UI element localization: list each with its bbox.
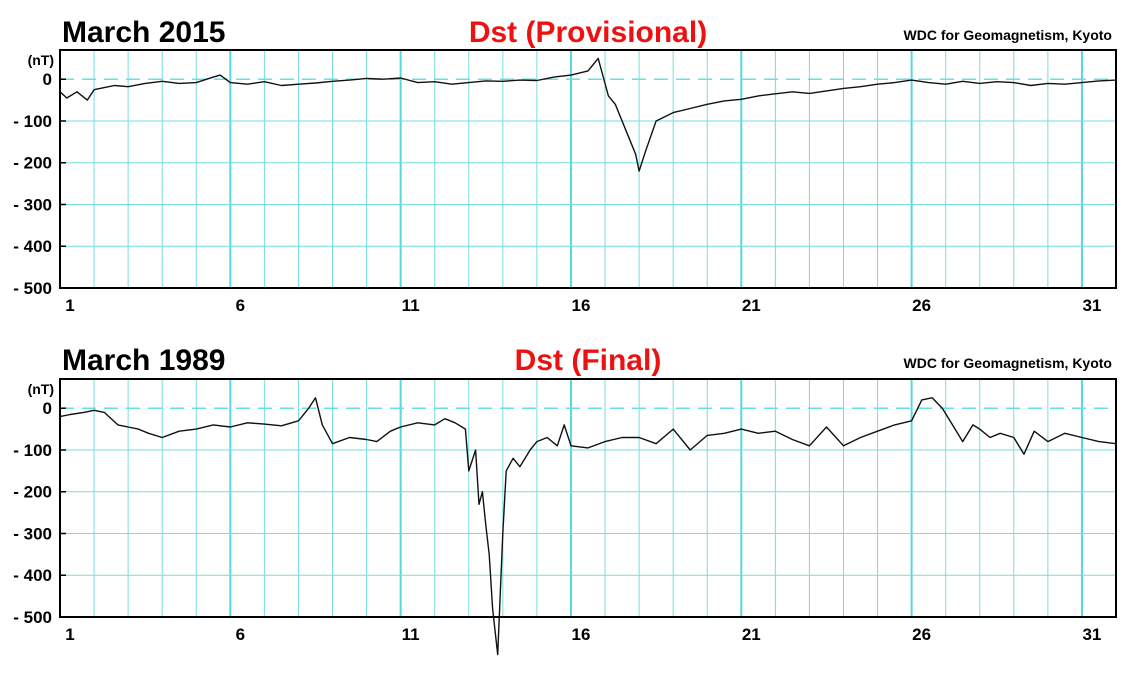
x-tick-label: 21 [742, 296, 761, 315]
x-tick-label: 31 [1082, 296, 1101, 315]
chart-title: March 1989 [62, 344, 225, 377]
chart-subtitle: Dst (Provisional) [469, 16, 707, 49]
x-tick-label: 31 [1082, 625, 1101, 644]
chart-source: WDC for Geomagnetism, Kyoto [904, 27, 1112, 43]
x-tick-label: 26 [912, 296, 931, 315]
x-tick-label: 21 [742, 625, 761, 644]
y-tick-label: - 500 [13, 608, 52, 627]
x-tick-label: 1 [65, 625, 74, 644]
chart-panel-2: March 1989 Dst (Final) WDC for Geomagnetis… [13, 344, 1117, 656]
y-tick-label: - 300 [13, 195, 52, 214]
y-tick-label: - 200 [13, 154, 52, 173]
y-tick-label: - 400 [13, 566, 52, 585]
x-tick-label: 16 [572, 296, 591, 315]
y-tick-label: 0 [43, 70, 52, 89]
x-tick-label: 26 [912, 625, 931, 644]
plot-frame [59, 49, 1117, 289]
x-tick-label: 16 [572, 625, 591, 644]
chart-title: March 2015 [62, 16, 225, 49]
y-tick-label: - 100 [13, 441, 52, 460]
x-tick-label: 11 [402, 625, 420, 644]
x-tick-label: 6 [236, 296, 245, 315]
y-tick-label: - 300 [13, 524, 52, 543]
y-tick-label: 0 [43, 399, 52, 418]
x-tick-label: 11 [402, 296, 420, 315]
dst-series-line [59, 397, 1117, 656]
dst-series-line [59, 57, 1117, 172]
x-tick-label: 1 [65, 296, 74, 315]
chart-panel-1: March 2015 Dst (Provisional) WDC for Geoma… [13, 16, 1117, 315]
chart-subtitle: Dst (Final) [515, 344, 662, 377]
y-tick-label: - 500 [13, 279, 52, 298]
x-tick-label: 6 [236, 625, 245, 644]
y-tick-label: - 200 [13, 483, 52, 502]
y-tick-label: - 400 [13, 237, 52, 256]
plot-frame [59, 378, 1117, 618]
chart-source: WDC for Geomagnetism, Kyoto [904, 355, 1112, 371]
y-tick-label: - 100 [13, 112, 52, 131]
y-axis-unit-label: (nT) [28, 52, 54, 68]
y-axis-unit-label: (nT) [28, 381, 54, 397]
